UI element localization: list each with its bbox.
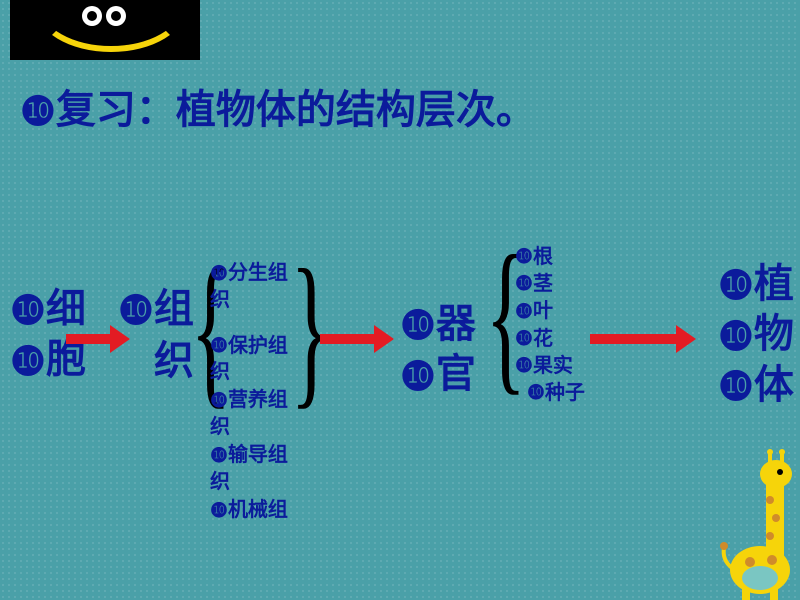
arrow-1 [66,334,112,344]
giraffe-icon [710,440,800,600]
level2-tissue: ❿组 ❿织 [118,285,194,388]
brace-tissue-right: } [290,232,331,427]
smile-icon [10,0,200,60]
level3-organ: ❿器 ❿官 [400,300,476,401]
slide-title: ❿复习：植物体的结构层次。 [20,86,536,136]
organ-list: ❿根 ❿茎 ❿叶 ❿花 ❿果实 ❿种子 [515,244,585,407]
level4-plant-body: ❿植 ❿物 ❿体 [718,260,794,411]
tissue-list: ❿分生组织 ❿保护组织 ❿营养组织 ❿输导组织 ❿机械组 [210,260,300,524]
arrow-2 [320,334,376,344]
arrow-3 [590,334,678,344]
